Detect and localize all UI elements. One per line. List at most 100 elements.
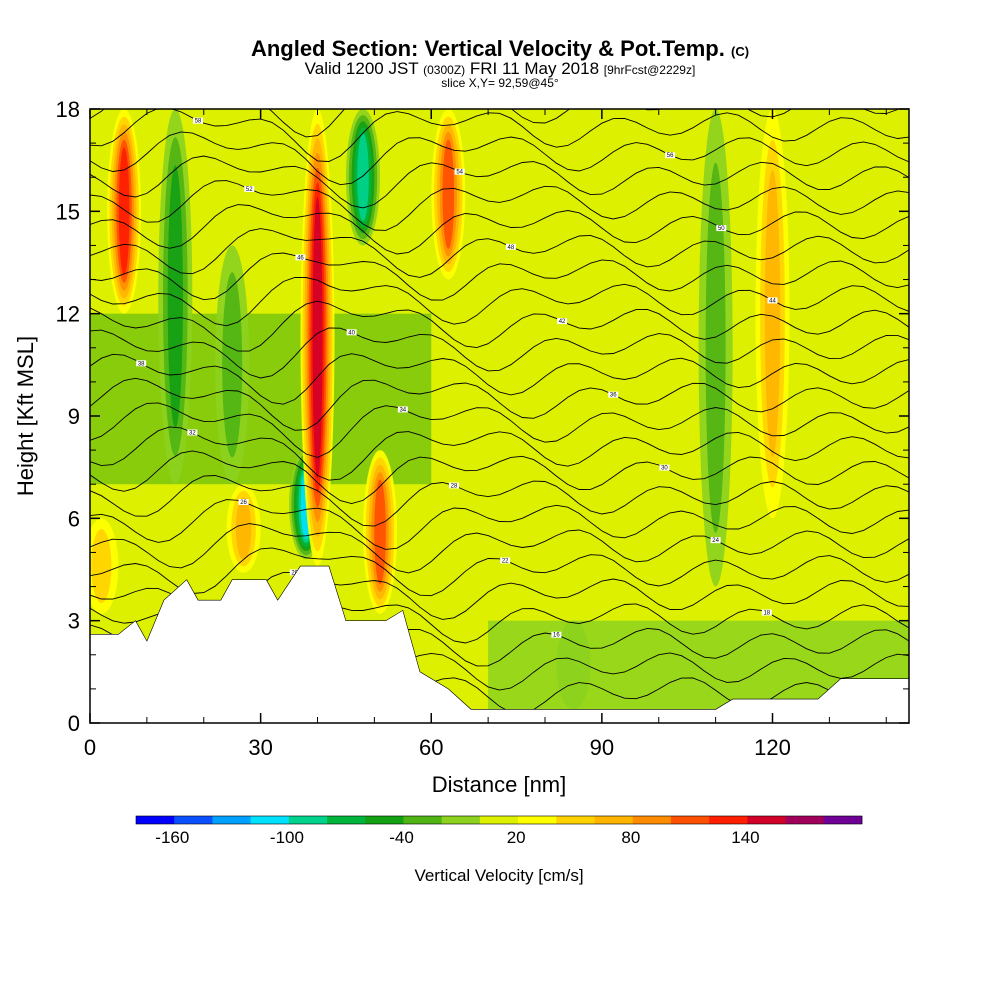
isentrope-line (90, 228, 909, 278)
y-tick-label: 3 (68, 609, 80, 634)
isentrope-label: 46 (297, 255, 304, 261)
isentrope-line (90, 450, 909, 504)
isentrope-label-box (710, 537, 721, 544)
updraft-cell (91, 529, 112, 604)
y-tick-label: 12 (56, 302, 80, 327)
isentrope-label: 16 (553, 633, 560, 639)
y-tick-label: 18 (56, 97, 80, 122)
updraft-cell (374, 479, 386, 585)
colorbar-swatch (632, 816, 672, 824)
isentrope-line (90, 131, 909, 186)
isentrope-label-box (505, 243, 516, 250)
isentrope-contours: 1214161820222426283032343638404244464850… (90, 93, 909, 723)
colorbar-swatch (212, 816, 251, 824)
isentrope-label: 50 (718, 226, 725, 232)
isentrope-label-box (346, 329, 357, 336)
isentrope-label: 36 (610, 393, 617, 399)
isentrope-label: 22 (502, 558, 509, 564)
isentrope-label: 32 (189, 430, 196, 436)
isentrope-label-box (238, 499, 249, 506)
isentrope-label-box (295, 254, 306, 261)
isentrope-line (90, 327, 909, 379)
x-tick-label: 90 (590, 735, 614, 760)
isentrope-label: 60 (405, 94, 412, 100)
isentrope-line (90, 180, 909, 231)
colorbar-swatch (594, 816, 634, 824)
isentrope-label-box (449, 482, 459, 489)
isentrope-line (90, 252, 909, 301)
isentrope-label-box (500, 557, 511, 564)
downdraft-cell (705, 162, 726, 533)
isentrope-label-box (404, 93, 414, 99)
x-axis-label: Distance [nm] (432, 772, 567, 797)
colorbar-frame (135, 815, 863, 825)
x-tick-label: 120 (754, 735, 791, 760)
isentrope-line (90, 155, 909, 209)
colorbar-swatch (785, 816, 825, 824)
isentrope-label-box (608, 391, 619, 398)
isentrope-line (90, 377, 909, 431)
colorbar-swatch (250, 816, 290, 824)
isentrope-line (90, 109, 909, 162)
colorbar-swatch (441, 816, 481, 824)
y-tick-label: 6 (68, 506, 80, 531)
isentrope-label-box (193, 117, 204, 124)
terrain-mask (90, 565, 909, 723)
updraft-cell (235, 497, 252, 560)
colorbar-swatch (288, 816, 328, 824)
colorbar-swatch (327, 816, 366, 824)
isentrope-line (90, 475, 909, 527)
isentrope-line (90, 402, 909, 458)
colorbar-tick-label: 20 (507, 828, 526, 847)
x-tick-label: 0 (84, 735, 96, 760)
isentrope-label-box (244, 186, 255, 193)
colorbar-swatch (747, 816, 786, 824)
isentrope-label: 56 (667, 153, 674, 159)
downdraft-cell (222, 272, 243, 458)
isentrope-label-box (665, 152, 676, 159)
colorbar-swatch (670, 816, 710, 824)
isentrope-label: 26 (240, 500, 247, 506)
colorbar-tick-label: 140 (731, 828, 759, 847)
isentrope-label: 54 (456, 170, 463, 176)
colorbar-tick-label: -40 (389, 828, 414, 847)
colorbar-swatch (365, 816, 404, 824)
downdraft-cell (556, 620, 591, 710)
colorbar: -160 -100 -40 20 80 140 (135, 815, 863, 847)
chart-title: Angled Section: Vertical Velocity & Pot.… (250, 36, 750, 61)
colorbar-swatch (709, 816, 748, 824)
terrain-profile (90, 565, 909, 723)
updraft-cell (442, 139, 455, 249)
colorbar-swatch (479, 816, 519, 824)
isentrope-line (90, 499, 909, 550)
updraft-cell (312, 197, 323, 478)
colorbar-tick-label: 80 (621, 828, 640, 847)
y-axis-label: Height [Kft MSL] (13, 336, 38, 496)
colorbar-tick-label: -160 (155, 828, 189, 847)
y-tick-label: 0 (68, 711, 80, 736)
y-tick-label: 9 (68, 404, 80, 429)
colorbar-tick-label: -100 (270, 828, 304, 847)
isentrope-label-box (397, 406, 408, 413)
isentrope-line (90, 426, 909, 481)
isentrope-label: 40 (348, 330, 355, 336)
isentrope-label-box (136, 360, 147, 367)
isentrope-label: 48 (508, 245, 515, 251)
isentrope-label: 52 (246, 187, 253, 193)
isentrope-label: 18 (763, 610, 770, 616)
slice-info: slice X,Y= 92,59@45° (441, 76, 559, 90)
updraft-cell (118, 147, 130, 276)
colorbar-swatch (174, 816, 213, 824)
colorbar-swatch (518, 816, 557, 824)
isentrope-label-box (454, 168, 465, 175)
colorbar-swatch (403, 816, 442, 824)
updraft-cell (764, 170, 781, 457)
isentrope-label-box (187, 429, 198, 436)
isentrope-label-box (557, 318, 568, 325)
isentrope-label-box (289, 569, 300, 576)
colorbar-swatch (136, 816, 175, 824)
isentrope-label-box (716, 225, 727, 232)
isentrope-label-box (761, 609, 772, 616)
isentrope-line (90, 300, 909, 352)
